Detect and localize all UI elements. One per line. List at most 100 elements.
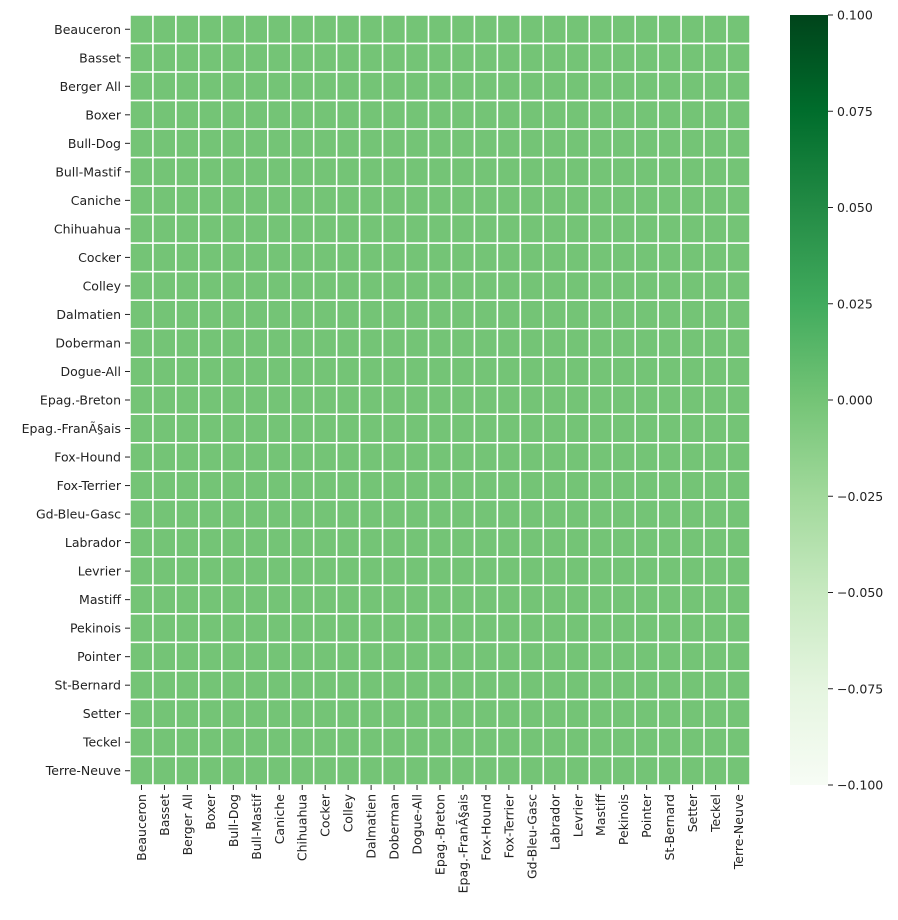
heatmap-cell <box>427 698 453 729</box>
heatmap-cell <box>335 71 361 102</box>
heatmap-cell <box>611 156 636 187</box>
heatmap-cell <box>335 213 361 244</box>
heatmap-cell <box>450 727 476 758</box>
heatmap-cell <box>473 356 499 387</box>
x-tick-label: Basset <box>157 794 172 836</box>
heatmap-cell <box>404 442 430 473</box>
heatmap-cell <box>312 299 338 330</box>
heatmap-cell <box>542 42 568 73</box>
heatmap-cell <box>198 470 223 501</box>
heatmap-cell <box>244 755 269 786</box>
heatmap-cell <box>289 270 315 301</box>
heatmap-cell <box>657 641 682 672</box>
heatmap-cell <box>221 755 246 786</box>
heatmap-cell <box>221 327 246 358</box>
heatmap-cell <box>244 327 269 358</box>
heatmap-cell <box>450 242 476 273</box>
heatmap-cell <box>634 213 659 244</box>
y-tick-label: Levrier <box>78 564 122 579</box>
heatmap-cell <box>267 470 292 501</box>
heatmap-cells <box>129 14 751 786</box>
y-tick-label: Epag.-FranÃ§ais <box>22 421 121 436</box>
colorbar-tick-label: 0.050 <box>837 200 873 215</box>
heatmap-cell <box>335 42 361 73</box>
heatmap-cell <box>634 670 659 701</box>
heatmap-cell <box>335 299 361 330</box>
heatmap-cell <box>404 641 430 672</box>
heatmap-cell <box>565 14 591 45</box>
x-tick-label: Berger All <box>180 794 195 855</box>
heatmap-cell <box>404 128 430 159</box>
heatmap-cell <box>588 613 613 644</box>
heatmap-cell <box>657 755 682 786</box>
heatmap-cell <box>726 470 751 501</box>
heatmap-cell <box>496 356 522 387</box>
x-tick-label: Pointer <box>639 793 654 838</box>
heatmap-cell <box>542 327 568 358</box>
heatmap-cell <box>565 299 591 330</box>
heatmap-cell <box>588 213 613 244</box>
heatmap-cell <box>657 14 682 45</box>
heatmap-cell <box>335 327 361 358</box>
heatmap-cell <box>703 242 728 273</box>
heatmap-cell <box>312 613 338 644</box>
heatmap-cell <box>427 499 453 530</box>
heatmap-cell <box>175 613 200 644</box>
heatmap-cell <box>634 613 659 644</box>
heatmap-cell <box>358 698 384 729</box>
heatmap-cell <box>289 556 315 587</box>
heatmap-cell <box>267 99 292 130</box>
heatmap-cell <box>289 242 315 273</box>
heatmap-cell <box>703 413 728 444</box>
heatmap-cell <box>221 71 246 102</box>
heatmap-cell <box>267 327 292 358</box>
heatmap-cell <box>588 356 613 387</box>
heatmap-cell <box>680 128 705 159</box>
heatmap-cell <box>634 413 659 444</box>
heatmap-cell <box>152 156 177 187</box>
heatmap-cell <box>450 327 476 358</box>
heatmap-cell <box>703 384 728 416</box>
heatmap-cell <box>427 470 453 501</box>
heatmap-cell <box>519 99 545 130</box>
heatmap-cell <box>473 755 499 786</box>
heatmap-cell <box>542 299 568 330</box>
heatmap-cell <box>152 42 177 73</box>
heatmap-cell <box>129 670 154 701</box>
heatmap-cell <box>726 755 751 786</box>
heatmap-cell <box>404 356 430 387</box>
heatmap-cell <box>427 185 453 216</box>
heatmap-cell <box>565 499 591 530</box>
heatmap-cell <box>312 755 338 786</box>
heatmap-cell <box>565 613 591 644</box>
heatmap-cell <box>588 641 613 672</box>
heatmap-cell <box>129 14 154 45</box>
x-tick-label: Teckel <box>708 794 723 833</box>
heatmap-cell <box>611 470 636 501</box>
heatmap-cell <box>267 128 292 159</box>
heatmap-cell <box>335 584 361 615</box>
heatmap-cell <box>496 499 522 530</box>
heatmap-cell <box>611 185 636 216</box>
heatmap-cell <box>175 698 200 729</box>
heatmap-cell <box>611 727 636 758</box>
heatmap-cell <box>542 71 568 102</box>
heatmap-cell <box>358 356 384 387</box>
heatmap-cell <box>427 14 453 45</box>
heatmap-cell <box>404 270 430 301</box>
heatmap-cell <box>175 42 200 73</box>
heatmap-cell <box>198 556 223 587</box>
x-tick-label: Caniche <box>272 794 287 845</box>
heatmap-cell <box>657 213 682 244</box>
heatmap-cell <box>152 527 177 558</box>
heatmap-cell <box>450 14 476 45</box>
heatmap-cell <box>496 42 522 73</box>
heatmap-cell <box>588 71 613 102</box>
heatmap-cell <box>381 99 407 130</box>
heatmap-cell <box>519 185 545 216</box>
heatmap-cell <box>634 499 659 530</box>
heatmap-cell <box>175 755 200 786</box>
heatmap-cell <box>404 99 430 130</box>
heatmap-cell <box>152 14 177 45</box>
heatmap-cell <box>312 71 338 102</box>
